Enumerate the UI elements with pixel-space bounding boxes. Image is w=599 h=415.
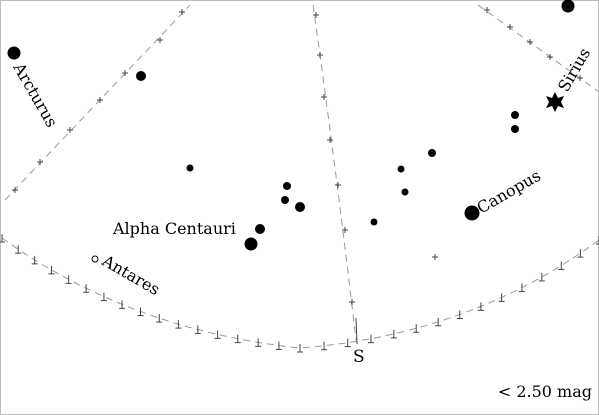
star-5 (255, 224, 265, 234)
star-9 (370, 218, 378, 226)
star-sirius (546, 92, 564, 112)
star-arcturus (7, 46, 21, 60)
star-1 (186, 164, 194, 172)
grid-cross-marks (12, 7, 583, 305)
star-upper-left (136, 71, 146, 81)
declination-line-left (4, 4, 191, 201)
horizon-ticks (0, 234, 599, 353)
star-4 (295, 202, 305, 212)
star-antares (91, 255, 99, 263)
star-7 (428, 149, 436, 157)
direction-south-label: S (353, 347, 365, 367)
label-alpha-centauri: Alpha Centauri (112, 219, 236, 238)
star-alpha-centauri (244, 237, 258, 251)
star-8 (401, 188, 409, 196)
magnitude-limit-label: < 2.50 mag (498, 382, 592, 401)
star-top-right (561, 0, 575, 13)
meridian-line (312, 4, 357, 341)
star-2 (283, 182, 291, 190)
star-3 (281, 196, 289, 204)
south-marker-line (355, 317, 358, 345)
horizon-arc (1, 237, 599, 349)
star-right-2 (511, 125, 519, 133)
star-right-1 (511, 111, 519, 119)
star-canopus (464, 205, 480, 221)
star-6 (397, 165, 405, 173)
